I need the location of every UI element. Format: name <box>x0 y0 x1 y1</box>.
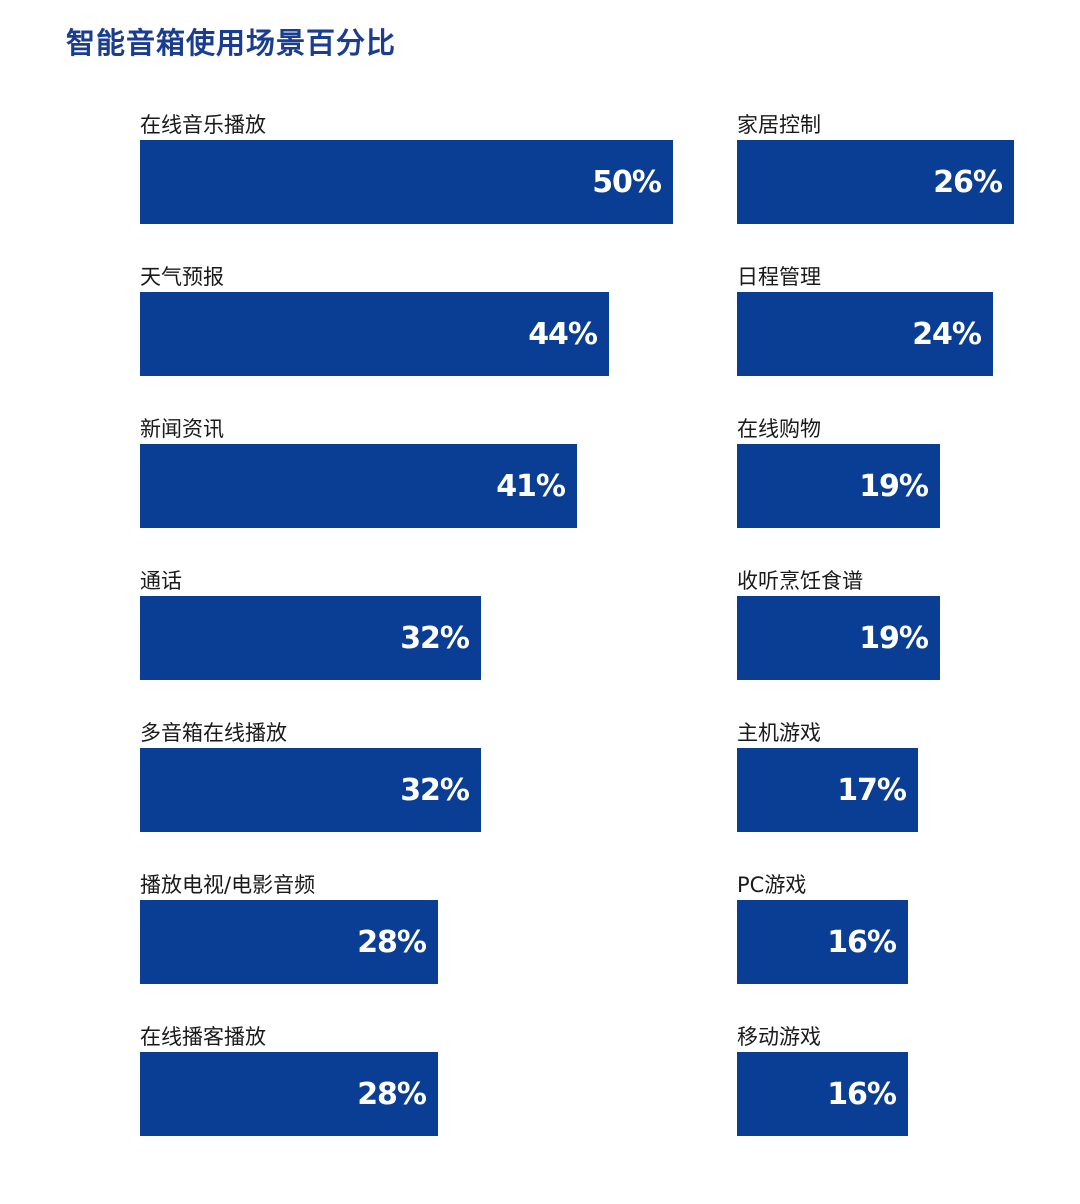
value-label: 41% <box>496 468 566 504</box>
value-label: 32% <box>400 620 470 656</box>
value-label: 28% <box>357 1076 427 1112</box>
bar: 28% <box>140 1052 438 1136</box>
value-label: 26% <box>933 164 1003 200</box>
category-label: 移动游戏 <box>737 1025 821 1049</box>
bar: 19% <box>737 444 940 528</box>
category-label: PC游戏 <box>737 873 807 897</box>
value-label: 17% <box>837 772 907 808</box>
bar: 32% <box>140 596 481 680</box>
bar: 16% <box>737 1052 908 1136</box>
category-label: 在线音乐播放 <box>140 113 266 137</box>
category-label: 主机游戏 <box>737 721 821 745</box>
category-label: 日程管理 <box>737 265 821 289</box>
bar: 44% <box>140 292 609 376</box>
bar: 41% <box>140 444 577 528</box>
category-label: 通话 <box>140 569 182 593</box>
bar: 16% <box>737 900 908 984</box>
bar: 24% <box>737 292 993 376</box>
category-label: 多音箱在线播放 <box>140 721 287 745</box>
value-label: 32% <box>400 772 470 808</box>
bar: 28% <box>140 900 438 984</box>
value-label: 16% <box>827 1076 897 1112</box>
category-label: 收听烹饪食谱 <box>737 569 863 593</box>
value-label: 44% <box>528 316 598 352</box>
category-label: 播放电视/电影音频 <box>140 873 316 897</box>
value-label: 24% <box>912 316 982 352</box>
bar: 32% <box>140 748 481 832</box>
category-label: 在线购物 <box>737 417 821 441</box>
category-label: 在线播客播放 <box>140 1025 266 1049</box>
value-label: 50% <box>592 164 662 200</box>
bar: 19% <box>737 596 940 680</box>
chart-title: 智能音箱使用场景百分比 <box>66 26 397 60</box>
category-label: 家居控制 <box>737 113 821 137</box>
bar: 26% <box>737 140 1014 224</box>
bar: 17% <box>737 748 918 832</box>
category-label: 新闻资讯 <box>140 417 224 441</box>
value-label: 28% <box>357 924 427 960</box>
value-label: 16% <box>827 924 897 960</box>
value-label: 19% <box>859 620 929 656</box>
category-label: 天气预报 <box>140 265 224 289</box>
bar: 50% <box>140 140 673 224</box>
value-label: 19% <box>859 468 929 504</box>
